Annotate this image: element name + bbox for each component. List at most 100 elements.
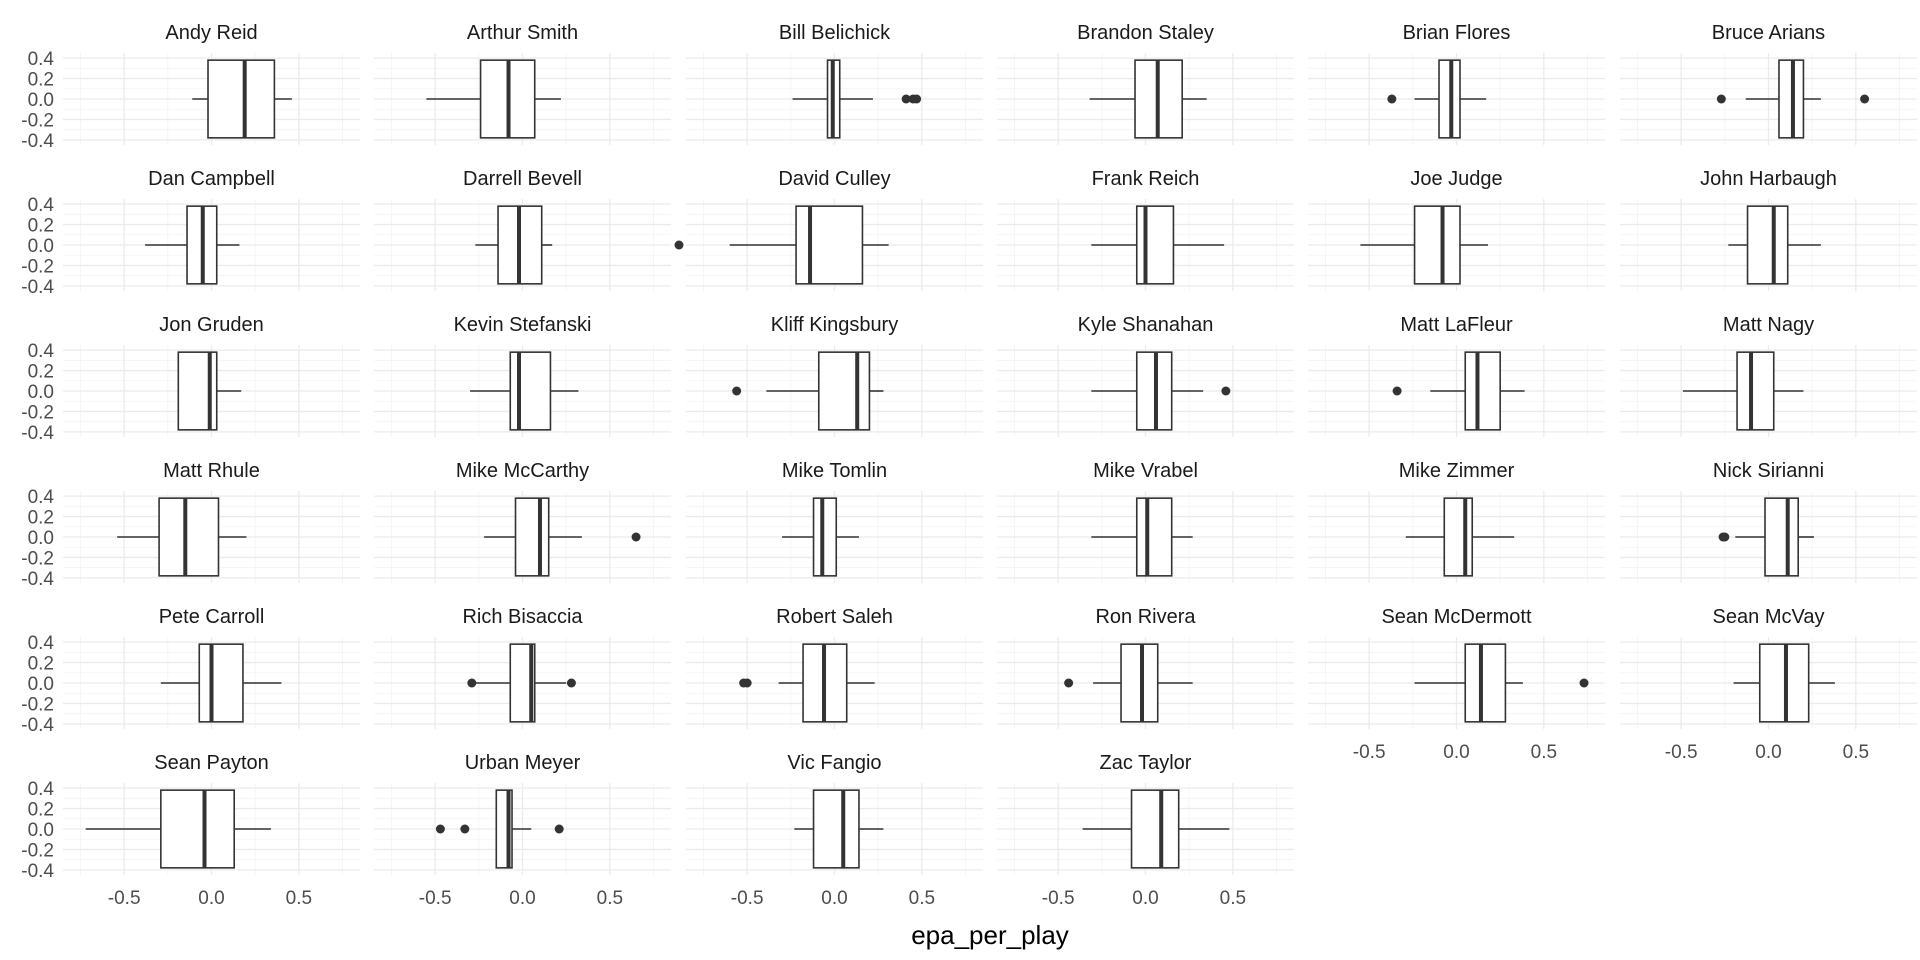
y-tick-label: -0.4: [21, 715, 54, 736]
outlier-point: [1720, 532, 1730, 542]
outlier-point: [1392, 386, 1402, 396]
outlier-point: [1064, 678, 1074, 688]
panel-title: Robert Saleh: [776, 606, 893, 628]
outlier-point: [467, 678, 477, 688]
box-iqr: [812, 497, 838, 577]
box-iqr: [1443, 497, 1474, 577]
panel-title: Matt Rhule: [163, 460, 260, 482]
outlier-point: [742, 678, 752, 688]
x-tick-label: -0.5: [1042, 888, 1075, 909]
y-tick-label: 0.0: [28, 674, 54, 695]
y-tick-label: -0.4: [21, 861, 54, 882]
x-axis-title: epa_per_play: [911, 920, 1069, 950]
y-tick-label: 0.4: [28, 341, 55, 362]
y-tick-label: -0.2: [21, 402, 54, 423]
y-tick-label: 0.4: [28, 195, 55, 216]
x-tick-label: 0.0: [1755, 742, 1781, 763]
panel-title: Mike Zimmer: [1399, 460, 1515, 482]
outlier-point: [1860, 94, 1870, 104]
panel-title: Urban Meyer: [465, 752, 581, 774]
y-tick-label: -0.2: [21, 840, 54, 861]
panel-title: Frank Reich: [1092, 168, 1200, 190]
panel-title: Zac Taylor: [1100, 752, 1192, 774]
x-tick-label: 0.5: [1531, 742, 1557, 763]
panel-title: Sean Payton: [154, 752, 269, 774]
box-iqr: [1130, 789, 1180, 869]
y-tick-label: 0.4: [28, 779, 55, 800]
panel-title: Vic Fangio: [787, 752, 881, 774]
y-tick-label: 0.4: [28, 49, 55, 70]
y-tick-label: -0.4: [21, 277, 54, 298]
panel-title: Ron Rivera: [1095, 606, 1196, 628]
box-iqr: [1135, 205, 1175, 285]
panel-title: Matt Nagy: [1723, 314, 1814, 336]
x-tick-label: 0.0: [1132, 888, 1158, 909]
y-tick-label: 0.0: [28, 90, 54, 111]
box-iqr: [1746, 205, 1789, 285]
x-tick-label: 0.5: [909, 888, 935, 909]
panel-title: Arthur Smith: [467, 22, 578, 44]
panel-title: Sean McDermott: [1381, 606, 1531, 628]
box-iqr: [160, 789, 236, 869]
box-iqr: [198, 643, 244, 723]
panel-title: Pete Carroll: [159, 606, 265, 628]
panel-title: Nick Sirianni: [1713, 460, 1824, 482]
y-tick-label: -0.4: [21, 423, 54, 444]
outlier-point: [554, 824, 564, 834]
y-tick-label: 0.0: [28, 820, 54, 841]
box-iqr: [812, 789, 860, 869]
panel-title: Joe Judge: [1410, 168, 1502, 190]
y-tick-label: -0.2: [21, 110, 54, 131]
box-iqr: [207, 59, 276, 139]
outlier-point: [435, 824, 445, 834]
outlier-point: [1716, 94, 1726, 104]
box-iqr: [1413, 205, 1461, 285]
outlier-point: [1579, 678, 1589, 688]
y-tick-label: 0.2: [28, 362, 54, 383]
panel-title: Mike Tomlin: [782, 460, 887, 482]
y-tick-label: 0.2: [28, 654, 54, 675]
panel-title: David Culley: [778, 168, 890, 190]
y-tick-label: -0.2: [21, 694, 54, 715]
box-iqr: [817, 351, 871, 431]
x-tick-label: 0.0: [198, 888, 224, 909]
x-tick-label: 0.0: [821, 888, 847, 909]
panel-title: Dan Campbell: [148, 168, 275, 190]
panel-title: Mike McCarthy: [456, 460, 589, 482]
panel-title: Matt LaFleur: [1400, 314, 1513, 336]
panel-title: Brandon Staley: [1077, 22, 1214, 44]
panel-title: Bruce Arians: [1712, 22, 1825, 44]
x-tick-label: 0.0: [1443, 742, 1469, 763]
panel-title: Mike Vrabel: [1093, 460, 1198, 482]
x-tick-label: -0.5: [419, 888, 452, 909]
x-tick-label: 0.0: [509, 888, 535, 909]
y-tick-label: 0.4: [28, 633, 55, 654]
y-tick-label: 0.0: [28, 236, 54, 257]
y-tick-label: -0.2: [21, 548, 54, 569]
box-iqr: [1764, 497, 1799, 577]
outlier-point: [460, 824, 470, 834]
x-tick-label: -0.5: [108, 888, 141, 909]
panel-title: Andy Reid: [165, 22, 257, 44]
panel-title: Jon Gruden: [159, 314, 264, 336]
panel-title: Rich Bisaccia: [462, 606, 583, 628]
y-tick-label: 0.2: [28, 70, 54, 91]
y-tick-label: 0.2: [28, 216, 54, 237]
outlier-point: [566, 678, 576, 688]
outlier-point: [732, 386, 742, 396]
box-iqr: [1464, 643, 1507, 723]
y-tick-label: -0.4: [21, 131, 54, 152]
box-iqr: [1135, 497, 1173, 577]
x-tick-label: 0.5: [597, 888, 623, 909]
y-tick-label: 0.4: [28, 487, 55, 508]
outlier-point: [901, 94, 911, 104]
x-tick-label: 0.5: [1220, 888, 1246, 909]
y-tick-label: 0.2: [28, 508, 54, 529]
outlier-point: [674, 240, 684, 250]
x-tick-label: -0.5: [1665, 742, 1698, 763]
y-tick-label: -0.2: [21, 256, 54, 277]
panel-title: Kyle Shanahan: [1078, 314, 1214, 336]
y-tick-label: 0.0: [28, 382, 54, 403]
outlier-point: [631, 532, 641, 542]
